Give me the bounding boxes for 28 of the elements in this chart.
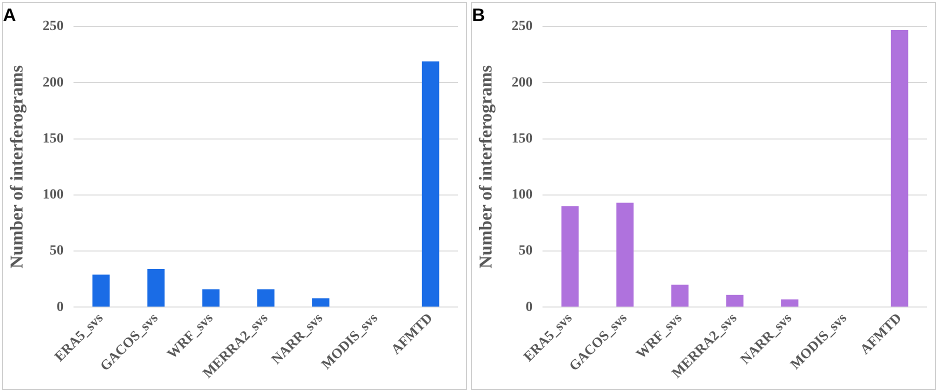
y-tick-label: 100 <box>512 188 533 203</box>
y-tick-label: 250 <box>512 19 533 34</box>
y-tick-label: 150 <box>42 131 64 146</box>
bar <box>561 206 579 307</box>
bar <box>726 294 744 307</box>
bar <box>671 284 689 307</box>
bar <box>147 269 165 307</box>
bar <box>781 299 798 307</box>
bar <box>202 289 220 307</box>
y-axis-title: Number of interferograms <box>475 65 496 269</box>
y-tick-label: 0 <box>56 300 64 315</box>
chart-title: A <box>3 4 16 25</box>
y-tick-label: 150 <box>512 131 533 146</box>
bar <box>616 202 634 307</box>
y-tick-label: 250 <box>42 19 64 34</box>
y-tick-label: 200 <box>42 75 64 90</box>
bar <box>890 30 908 307</box>
y-tick-label: 200 <box>512 75 533 90</box>
chart-title: B <box>472 4 485 25</box>
y-tick-label: 100 <box>42 188 64 203</box>
y-tick-label: 50 <box>50 244 64 259</box>
bar <box>92 274 110 307</box>
y-tick-label: 0 <box>526 300 533 315</box>
y-tick-label: 50 <box>518 244 533 259</box>
bar <box>257 289 274 307</box>
bar <box>312 298 330 307</box>
bar <box>422 61 440 307</box>
y-axis-title: Number of interferograms <box>6 65 26 269</box>
